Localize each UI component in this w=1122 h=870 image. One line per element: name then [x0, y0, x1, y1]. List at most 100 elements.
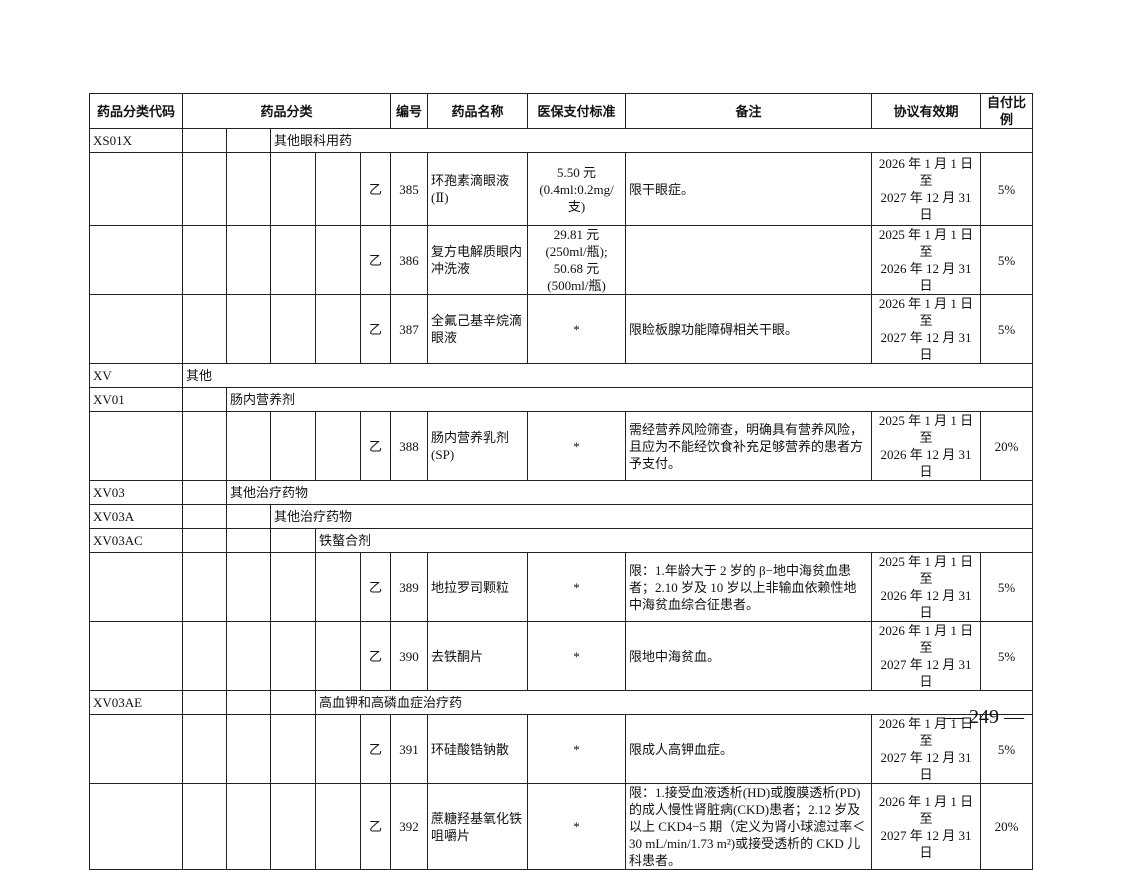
empty-cell: [182, 387, 227, 412]
drug-grade: 乙: [359, 225, 392, 295]
empty-cell: [226, 690, 271, 715]
header-payment-standard: 医保支付标准: [527, 93, 627, 129]
empty-cell: [182, 690, 227, 715]
self-pay-ratio: 20%: [980, 411, 1034, 481]
self-pay-ratio: 5%: [980, 552, 1034, 622]
category-code: XV03AC: [89, 528, 183, 553]
validity-period: 2025 年 1 月 1 日至 2026 年 12 月 31 日: [871, 225, 982, 295]
empty-cell: [315, 411, 361, 481]
validity-period: 2026 年 1 月 1 日至 2027 年 12 月 31 日: [871, 621, 982, 691]
category-row: XV01 肠内营养剂: [89, 387, 1034, 412]
empty-cell: [182, 552, 227, 622]
drug-row: 乙 392 蔗糖羟基氧化铁咀嚼片 * 限：1.接受血液透析(HD)或腹膜透析(PD)的成…: [89, 783, 1034, 870]
empty-cell: [89, 225, 183, 295]
drug-row: 乙 391 环硅酸锆钠散 * 限成人高钾血症。 2026 年 1 月 1 日至 2027 …: [89, 714, 1034, 784]
category-row: XV03 其他治疗药物: [89, 480, 1034, 505]
drug-row: 乙 390 去铁酮片 * 限地中海贫血。 2026 年 1 月 1 日至 2027 年 1…: [89, 621, 1034, 691]
empty-cell: [226, 152, 271, 226]
drug-name: 环孢素滴眼液(Ⅱ): [427, 152, 529, 226]
category-name: 肠内营养剂: [225, 387, 1034, 412]
empty-cell: [226, 128, 271, 153]
empty-cell: [182, 504, 227, 529]
self-pay-ratio: 5%: [980, 225, 1034, 295]
category-name: 其他: [181, 363, 1034, 388]
empty-cell: [226, 225, 271, 295]
empty-cell: [226, 504, 271, 529]
payment-standard: *: [527, 294, 627, 364]
empty-cell: [270, 690, 316, 715]
empty-cell: [270, 528, 316, 553]
empty-cell: [226, 294, 271, 364]
empty-cell: [270, 783, 316, 870]
category-code: XV03: [89, 480, 183, 505]
drug-grade: 乙: [359, 783, 392, 870]
drug-name: 全氟己基辛烷滴眼液: [427, 294, 529, 364]
remarks: 限成人高钾血症。: [625, 714, 873, 784]
empty-cell: [182, 714, 227, 784]
category-code: XV03A: [89, 504, 183, 529]
header-category: 药品分类: [181, 93, 392, 129]
validity-period: 2026 年 1 月 1 日至 2027 年 12 月 31 日: [871, 714, 982, 784]
self-pay-ratio: 20%: [980, 783, 1034, 870]
drug-row: 乙 387 全氟己基辛烷滴眼液 * 限睑板腺功能障碍相关干眼。 2026 年 1 月 1 …: [89, 294, 1034, 364]
empty-cell: [182, 294, 227, 364]
remarks: 限睑板腺功能障碍相关干眼。: [625, 294, 873, 364]
drug-number: 392: [390, 783, 429, 870]
empty-cell: [89, 152, 183, 226]
empty-cell: [315, 714, 361, 784]
validity-period: 2026 年 1 月 1 日至 2027 年 12 月 31 日: [871, 152, 982, 226]
empty-cell: [315, 621, 361, 691]
category-row: XV03AC 铁螯合剂: [89, 528, 1034, 553]
drug-number: 388: [390, 411, 429, 481]
drug-grade: 乙: [359, 152, 392, 226]
payment-standard: *: [527, 783, 627, 870]
self-pay-ratio: 5%: [980, 152, 1034, 226]
empty-cell: [226, 714, 271, 784]
self-pay-ratio: 5%: [980, 621, 1034, 691]
empty-cell: [270, 152, 316, 226]
header-drug-name: 药品名称: [427, 93, 529, 129]
empty-cell: [89, 552, 183, 622]
empty-cell: [182, 128, 227, 153]
payment-standard: *: [527, 714, 627, 784]
header-validity: 协议有效期: [871, 93, 982, 129]
category-code: XV03AE: [89, 690, 183, 715]
empty-cell: [226, 783, 271, 870]
empty-cell: [226, 411, 271, 481]
category-code: XV01: [89, 387, 183, 412]
drug-number: 387: [390, 294, 429, 364]
empty-cell: [270, 411, 316, 481]
drug-number: 391: [390, 714, 429, 784]
empty-cell: [315, 552, 361, 622]
empty-cell: [89, 714, 183, 784]
category-row: XV03AE 高血钾和高磷血症治疗药: [89, 690, 1034, 715]
drug-catalog-table: 药品分类代码 药品分类 编号 药品名称 医保支付标准 备注 协议有效期 自付比例…: [89, 93, 1034, 870]
empty-cell: [226, 621, 271, 691]
drug-grade: 乙: [359, 714, 392, 784]
payment-standard: *: [527, 621, 627, 691]
drug-grade: 乙: [359, 621, 392, 691]
empty-cell: [270, 714, 316, 784]
category-code: XV: [89, 363, 183, 388]
category-row: XV03A 其他治疗药物: [89, 504, 1034, 529]
self-pay-ratio: 5%: [980, 294, 1034, 364]
payment-standard: *: [527, 411, 627, 481]
remarks: 限：1.年龄大于 2 岁的 β−地中海贫血患者；2.10 岁及 10 岁以上非输…: [625, 552, 873, 622]
category-row: XS01X 其他眼科用药: [89, 128, 1034, 153]
category-name: 高血钾和高磷血症治疗药: [314, 690, 1034, 715]
drug-number: 385: [390, 152, 429, 226]
validity-period: 2026 年 1 月 1 日至 2027 年 12 月 31 日: [871, 783, 982, 870]
remarks: [625, 225, 873, 295]
empty-cell: [89, 621, 183, 691]
drug-row: 乙 388 肠内营养乳剂(SP) * 需经营养风险筛查，明确具有营养风险，且应为不能经饮…: [89, 411, 1034, 481]
empty-cell: [270, 294, 316, 364]
empty-cell: [182, 783, 227, 870]
drug-name: 肠内营养乳剂(SP): [427, 411, 529, 481]
category-name: 铁螯合剂: [314, 528, 1034, 553]
drug-name: 地拉罗司颗粒: [427, 552, 529, 622]
empty-cell: [182, 152, 227, 226]
empty-cell: [182, 480, 227, 505]
header-self-pay-ratio: 自付比例: [980, 93, 1034, 129]
remarks: 限：1.接受血液透析(HD)或腹膜透析(PD)的成人慢性肾脏病(CKD)患者；2…: [625, 783, 873, 870]
empty-cell: [315, 783, 361, 870]
